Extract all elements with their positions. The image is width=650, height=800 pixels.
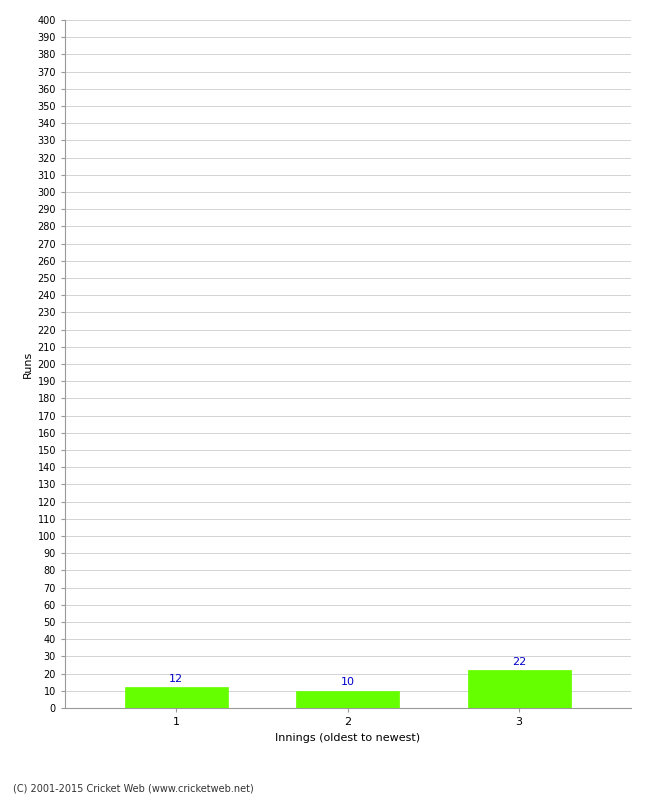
X-axis label: Innings (oldest to newest): Innings (oldest to newest) <box>275 733 421 742</box>
Bar <box>296 690 399 708</box>
Text: 22: 22 <box>512 657 527 666</box>
Text: 10: 10 <box>341 678 355 687</box>
Bar <box>468 670 571 708</box>
Text: (C) 2001-2015 Cricket Web (www.cricketweb.net): (C) 2001-2015 Cricket Web (www.cricketwe… <box>13 784 254 794</box>
Text: 12: 12 <box>169 674 183 684</box>
Y-axis label: Runs: Runs <box>23 350 33 378</box>
Bar <box>125 687 228 708</box>
